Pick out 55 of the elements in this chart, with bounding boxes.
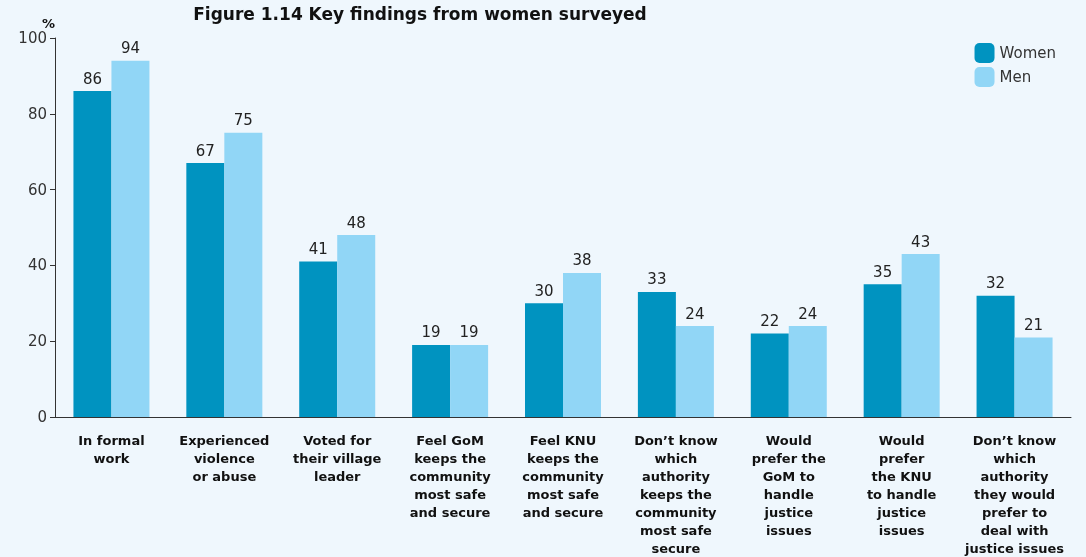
data-label: 43 [911, 232, 931, 251]
data-label: 41 [308, 240, 328, 259]
data-label: 94 [120, 39, 140, 58]
data-label: 19 [459, 323, 479, 342]
bar [450, 344, 489, 417]
bar [563, 272, 601, 417]
bar [73, 91, 112, 417]
bar [901, 254, 940, 417]
data-label: 21 [1024, 315, 1044, 334]
bar [525, 303, 563, 417]
bar [111, 60, 150, 417]
y-tick-label: 60 [27, 180, 47, 199]
y-tick-label: 0 [37, 408, 47, 426]
data-label: 22 [760, 312, 780, 331]
data-label: 33 [647, 270, 667, 289]
x-tick-label: Experienced violence or abuse [179, 432, 270, 484]
x-tick-label: Would prefer the KNU to handle justice issues [866, 432, 937, 538]
bar [976, 295, 1015, 417]
data-label: 30 [534, 281, 554, 300]
data-label: 24 [798, 304, 818, 323]
chart-title: Figure 1.14 Key findings from women surveyed [193, 3, 647, 24]
x-tick-label: Feel KNU keeps the community most safe and secure [522, 432, 605, 520]
data-label: 24 [685, 304, 705, 323]
bar [863, 284, 902, 417]
bar [675, 326, 714, 417]
data-label: 75 [233, 111, 253, 130]
y-tick-label: 40 [27, 256, 47, 275]
x-tick-label: Don’t know which authority they would prefer to deal with justice issues [964, 432, 1065, 556]
data-label: 38 [572, 251, 592, 270]
bar [788, 326, 827, 417]
data-label: 86 [82, 69, 102, 88]
y-tick-label: 20 [27, 332, 47, 351]
bar [412, 344, 451, 417]
data-label: 19 [421, 323, 441, 342]
data-label: 67 [195, 141, 215, 160]
data-label: 32 [986, 274, 1006, 293]
bar [186, 163, 225, 417]
x-tick-label: Feel GoM keeps the community most safe and secure [409, 432, 492, 520]
x-tick-label: In formal work [78, 432, 145, 466]
bar [750, 333, 789, 417]
legend-label: Women [999, 44, 1057, 62]
y-tick-label: 100 [18, 29, 47, 47]
y-tick-label: 80 [27, 104, 47, 123]
x-tick-label: Would prefer the GoM to handle justice issues [751, 432, 827, 538]
bar [224, 132, 263, 417]
bar [299, 261, 338, 417]
bar [1014, 337, 1053, 417]
bar [337, 235, 376, 417]
x-tick-label: Don’t know which authority keeps the community most safe secure [634, 432, 718, 556]
data-label: 48 [346, 213, 366, 232]
y-axis-title: % [41, 16, 55, 31]
bar [637, 291, 676, 417]
legend-label: Men [999, 68, 1032, 86]
data-label: 35 [873, 262, 893, 281]
x-tick-label: Voted for their village leader [293, 432, 382, 484]
